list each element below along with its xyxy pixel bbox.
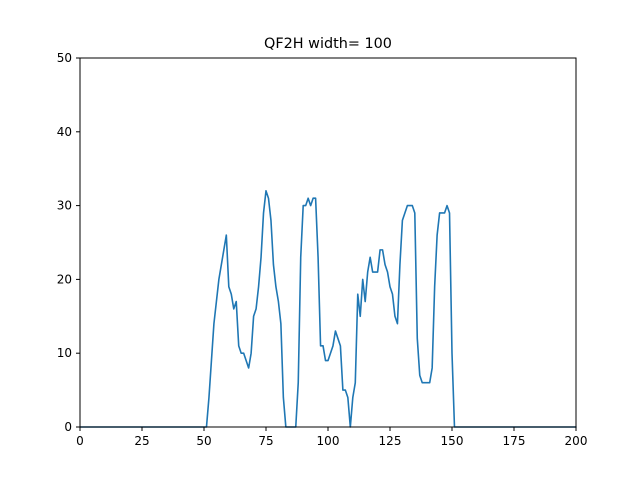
x-tick-label: 125 <box>379 434 402 448</box>
x-tick-label: 25 <box>134 434 149 448</box>
x-tick-label: 175 <box>503 434 526 448</box>
y-axis: 0 10 20 30 40 50 <box>57 51 80 434</box>
x-tick-label: 0 <box>76 434 84 448</box>
x-tick-label: 75 <box>258 434 273 448</box>
x-tick-label: 200 <box>565 434 588 448</box>
y-tick-label: 0 <box>64 420 72 434</box>
x-tick-label: 150 <box>441 434 464 448</box>
chart-title: QF2H width= 100 <box>264 36 392 52</box>
plot-frame <box>79 57 577 428</box>
series-line <box>79 190 577 428</box>
y-tick-label: 40 <box>57 125 72 139</box>
x-tick-label: 100 <box>317 434 340 448</box>
y-tick-label: 10 <box>57 346 72 360</box>
y-tick-label: 30 <box>57 199 72 213</box>
y-tick-label: 20 <box>57 272 72 286</box>
y-tick-label: 50 <box>57 51 72 65</box>
series-layer <box>79 190 577 428</box>
x-axis: 0 25 50 75 100 125 150 175 200 <box>76 427 587 448</box>
x-tick-label: 50 <box>196 434 211 448</box>
